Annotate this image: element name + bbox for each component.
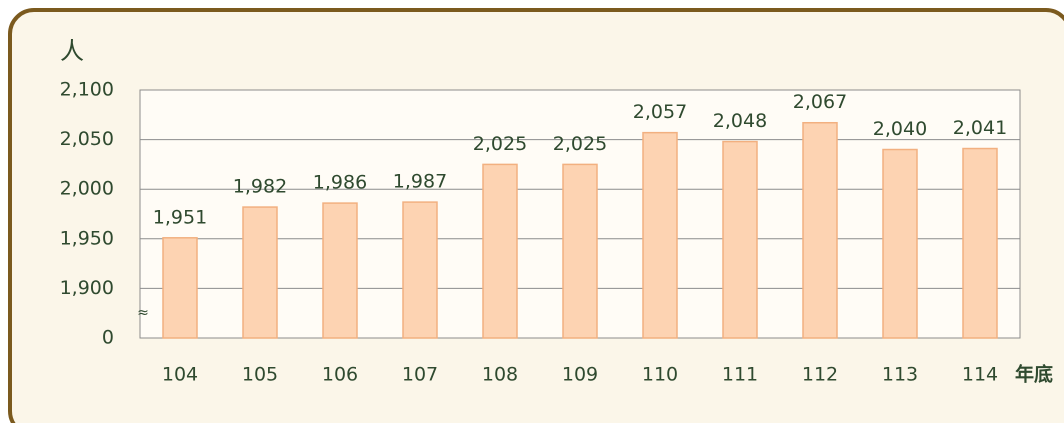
bar: [322, 202, 358, 339]
value-label: 2,067: [793, 91, 847, 113]
value-label: 2,048: [713, 110, 767, 132]
x-tick-label: 113: [882, 364, 918, 386]
value-label: 2,040: [873, 118, 927, 140]
bar: [162, 237, 198, 339]
value-label: 1,986: [313, 172, 367, 194]
x-tick-label: 106: [322, 364, 358, 386]
bar: [562, 163, 598, 339]
value-label: 1,987: [393, 171, 447, 193]
y-tick-label: 2,050: [60, 128, 114, 150]
x-tick-label: 114: [962, 364, 998, 386]
bar: [242, 206, 278, 339]
y-tick-label: 2,100: [60, 79, 114, 101]
y-tick-label: 1,950: [60, 227, 114, 249]
y-tick-label: 1,900: [60, 277, 114, 299]
y-tick-label: 0: [102, 327, 114, 349]
bar: [642, 131, 678, 339]
x-tick-label: 105: [242, 364, 278, 386]
x-tick-label: 109: [562, 364, 598, 386]
x-tick-label: 104: [162, 364, 198, 386]
bar: [882, 148, 918, 339]
value-label: 1,951: [153, 206, 207, 228]
x-tick-label: 111: [722, 364, 758, 386]
value-label: 2,025: [553, 133, 607, 155]
value-label: 2,025: [473, 133, 527, 155]
value-label: 2,041: [953, 117, 1007, 139]
y-tick-label: 2,000: [60, 178, 114, 200]
x-tick-label: 107: [402, 364, 438, 386]
x-tick-label: 108: [482, 364, 518, 386]
value-label: 1,982: [233, 176, 287, 198]
y-unit: 人: [60, 37, 84, 65]
x-tick-label: 112: [802, 364, 838, 386]
axis-break: ≈: [137, 305, 149, 321]
x-unit: 年底: [1015, 363, 1053, 386]
x-tick-label: 110: [642, 364, 678, 386]
value-label: 2,057: [633, 101, 687, 123]
bar: [722, 140, 758, 339]
bar: [482, 163, 518, 339]
bar: [402, 201, 438, 339]
bar: [802, 121, 838, 339]
bar: [962, 147, 998, 339]
